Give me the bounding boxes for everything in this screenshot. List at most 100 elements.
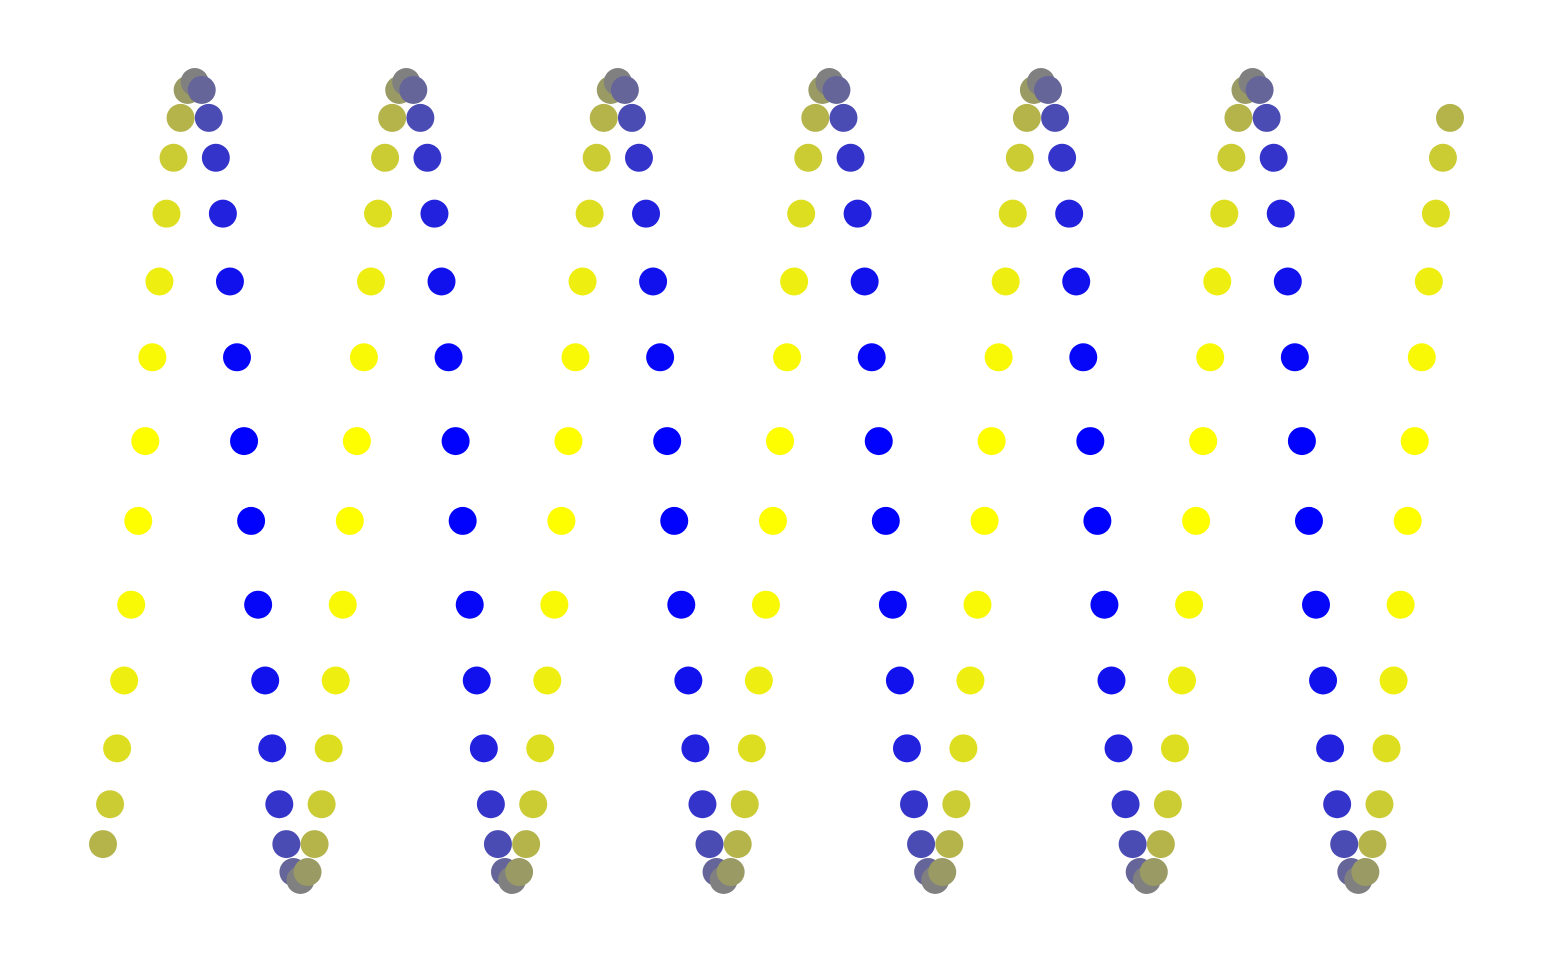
point [1097,666,1126,695]
point [512,830,541,859]
point [399,75,428,104]
point [1203,267,1232,296]
point [822,75,851,104]
point [272,830,301,859]
point [1083,506,1112,535]
point [1386,590,1415,619]
point [660,506,689,535]
point [1055,199,1084,228]
point [1358,830,1387,859]
point [364,199,393,228]
point [984,343,1013,372]
point [998,199,1027,228]
point [222,343,251,372]
point [1400,427,1429,456]
point [434,343,463,372]
point [505,858,534,887]
point [314,734,343,763]
point [751,590,780,619]
point [117,590,146,619]
point [991,267,1020,296]
point [201,143,230,172]
point [1012,103,1041,132]
point [258,734,287,763]
point [413,143,442,172]
point [1041,103,1070,132]
point [730,790,759,819]
point [956,666,985,695]
point [1393,506,1422,535]
point [371,143,400,172]
point [928,858,957,887]
point [420,199,449,228]
point [349,343,378,372]
point [681,734,710,763]
point [723,830,752,859]
point [1224,103,1253,132]
point [1062,267,1091,296]
point [632,199,661,228]
point [582,143,611,172]
point [1351,858,1380,887]
point [483,830,512,859]
point [1316,734,1345,763]
point [110,666,139,695]
point [215,267,244,296]
point [674,666,703,695]
point [758,506,787,535]
point [639,267,668,296]
point [1436,103,1464,132]
point [942,790,971,819]
point [1104,734,1133,763]
point [230,427,259,456]
point [1294,506,1323,535]
point [519,790,548,819]
point [208,199,237,228]
point [610,75,639,104]
point [547,506,576,535]
point [1266,199,1295,228]
point [1217,143,1246,172]
point [293,858,322,887]
point [667,590,696,619]
point [469,734,498,763]
point [1302,590,1331,619]
point [1252,103,1281,132]
point [1090,590,1119,619]
point [744,666,773,695]
point [138,343,167,372]
point [892,734,921,763]
point [716,858,745,887]
point [152,199,181,228]
point [1196,343,1225,372]
point [737,734,766,763]
point [787,199,816,228]
point [829,103,858,132]
point [1005,143,1034,172]
point [773,343,802,372]
point [561,343,590,372]
point [540,590,569,619]
point [589,103,618,132]
point [145,267,174,296]
point [378,103,407,132]
point [885,666,914,695]
point [794,143,823,172]
point [1160,734,1189,763]
point [1175,590,1204,619]
point [476,790,505,819]
point [864,427,893,456]
point [1076,427,1105,456]
point [103,734,132,763]
point [124,506,153,535]
point [237,506,266,535]
point [159,143,188,172]
point [935,830,964,859]
point [780,267,809,296]
point [1069,343,1098,372]
point [624,143,653,172]
point [1245,75,1274,104]
point [526,734,555,763]
point [194,103,223,132]
